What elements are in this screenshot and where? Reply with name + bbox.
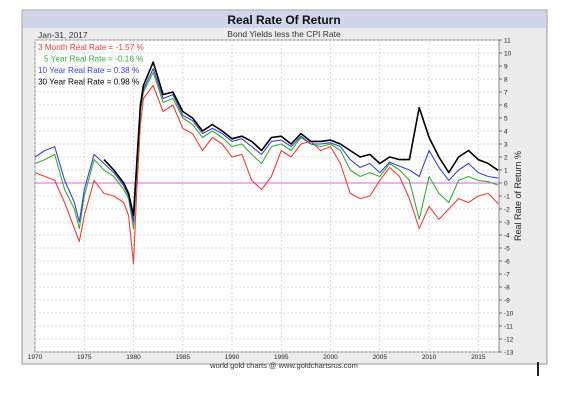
y-tick-label: -10 <box>504 311 514 318</box>
x-tick-label: 2015 <box>471 354 486 361</box>
y-tick-label: -1 <box>504 194 510 201</box>
y-tick-label: 0 <box>504 181 508 188</box>
y-tick-label: -3 <box>504 220 510 227</box>
x-axis-ticks: 1970 1975 1980 1985 1990 1995 2000 2005 2010 2015 <box>28 354 486 361</box>
y-axis-ticks: 11109876543210-1-2-3-4-5-6-7-8-9-10-11-1… <box>499 38 514 357</box>
y-tick-label: 3 <box>504 142 508 149</box>
legend: 3 Month Real Rate = -1.57 % 5 Year Real R… <box>38 43 144 87</box>
y-tick-label: 6 <box>504 103 508 110</box>
x-tick-label: 1995 <box>274 354 289 361</box>
chart-subtitle: Bond Yields less the CPI Rate <box>227 29 341 39</box>
y-tick-label: -6 <box>504 259 510 266</box>
y-tick-label: 11 <box>504 38 511 45</box>
y-tick-label: -4 <box>504 233 510 240</box>
series-layer <box>34 61 499 265</box>
y-tick-label: 10 <box>504 51 512 58</box>
y-tick-label: 8 <box>504 77 508 84</box>
y-tick-label: -13 <box>504 350 514 357</box>
text-cursor-mark <box>537 362 539 376</box>
x-tick-label: 1980 <box>126 354 141 361</box>
title-bar <box>23 11 546 28</box>
series-line-1 <box>34 84 499 265</box>
y-axis-label: Real Rate of Return % <box>513 151 523 241</box>
y-tick-label: 7 <box>504 90 508 97</box>
y-tick-label: 4 <box>504 129 508 136</box>
series-line-2 <box>34 71 499 230</box>
x-tick-label: 1990 <box>225 354 240 361</box>
x-tick-label: 1985 <box>176 354 191 361</box>
y-tick-label: -11 <box>504 324 513 331</box>
series-line-3 <box>34 68 499 223</box>
y-tick-label: 9 <box>504 64 508 71</box>
legend-entry-2: 5 Year Real Rate = -0.16 % <box>44 55 143 64</box>
y-tick-label: -7 <box>504 272 510 279</box>
legend-entry-4: 30 Year Real Rate = 0.98 % <box>38 78 139 87</box>
grid-lines <box>34 39 499 353</box>
legend-entry-1: 3 Month Real Rate = -1.57 % <box>38 43 144 52</box>
chart-title: Real Rate Of Return <box>227 13 340 27</box>
y-tick-label: -2 <box>504 207 510 214</box>
y-tick-label: -12 <box>504 337 514 344</box>
x-tick-label: 1975 <box>77 354 92 361</box>
y-tick-label: 1 <box>504 168 508 175</box>
legend-entry-3: 10 Year Real Rate = 0.38 % <box>38 66 139 75</box>
footer-credit: world gold charts @ www.goldchartsrus.co… <box>209 361 358 370</box>
y-tick-label: 5 <box>504 116 508 123</box>
date-label: Jan-31, 2017 <box>38 30 88 40</box>
x-tick-label: 1970 <box>28 354 43 361</box>
y-tick-label: 2 <box>504 155 508 162</box>
y-tick-label: -9 <box>504 298 510 305</box>
x-tick-label: 2005 <box>373 354 388 361</box>
y-tick-label: -8 <box>504 285 510 292</box>
series-line-4 <box>103 61 499 217</box>
x-tick-label: 2010 <box>422 354 437 361</box>
x-tick-label: 2000 <box>323 354 338 361</box>
y-tick-label: -5 <box>504 246 510 253</box>
